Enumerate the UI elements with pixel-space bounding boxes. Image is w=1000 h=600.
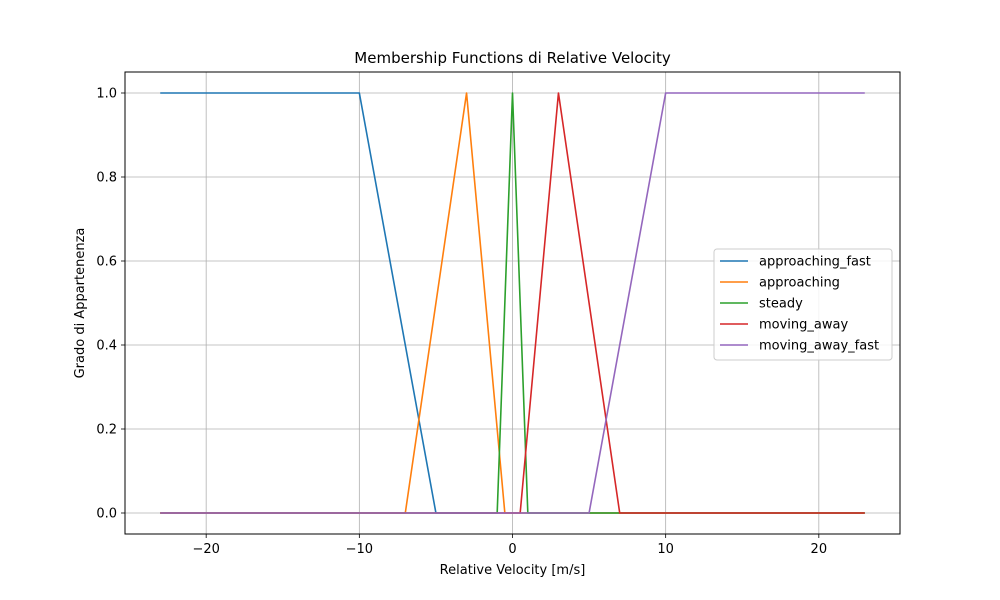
- x-tick-label: 20: [811, 542, 828, 557]
- legend-label-moving_away_fast: moving_away_fast: [759, 339, 879, 354]
- series-line-moving_away_fast: [160, 92, 865, 514]
- series-lines: [160, 92, 865, 514]
- x-tick-label: −10: [346, 542, 373, 557]
- y-tick-label: 0.8: [96, 171, 117, 186]
- legend: approaching_fast approaching steady moving_…: [713, 248, 893, 361]
- x-axis-label: Relative Velocity [m/s]: [440, 563, 586, 578]
- y-tick-label: 0.6: [96, 255, 117, 270]
- legend-label-steady: steady: [759, 297, 803, 312]
- chart-title: Membership Functions di Relative Velocit…: [354, 49, 671, 67]
- y-axis-label: Grado di Appartenenza: [73, 228, 88, 379]
- legend-label-approaching_fast: approaching_fast: [759, 255, 871, 270]
- y-tick-label: 1.0: [96, 87, 117, 102]
- legend-label-approaching: approaching: [759, 276, 840, 291]
- legend-box: [713, 248, 893, 361]
- legend-label-moving_away: moving_away: [759, 318, 848, 333]
- y-tick-label: 0.0: [96, 507, 117, 522]
- x-tick-label: 0: [508, 542, 516, 557]
- axis-ticks: −20 −10 0 10 20 0.0 0.2 0.4 0.6 0.8 1.0: [96, 87, 827, 558]
- y-tick-label: 0.2: [96, 423, 117, 438]
- y-tick-label: 0.4: [96, 339, 117, 354]
- x-tick-label: −20: [192, 542, 219, 557]
- x-tick-label: 10: [657, 542, 674, 557]
